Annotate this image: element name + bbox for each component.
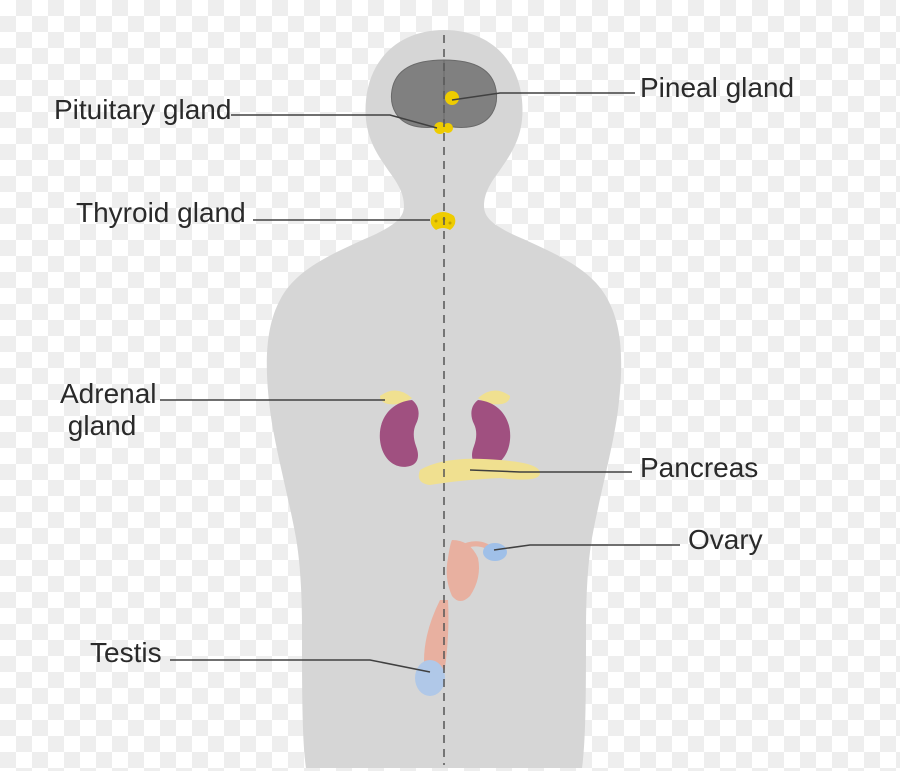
label-testis-gland: Testis: [90, 637, 162, 669]
label-pancreas: Pancreas: [640, 452, 758, 484]
pineal-gland-shape: [445, 91, 459, 105]
thyroid-gland-shape: [431, 212, 456, 230]
label-thyroid: Thyroid gland: [76, 197, 246, 229]
label-pineal: Pineal gland: [640, 72, 794, 104]
label-pituitary: Pituitary gland: [54, 94, 231, 126]
testis-shape: [415, 660, 445, 696]
label-adrenal: Adrenal gland: [60, 378, 157, 442]
ovary-shape: [483, 543, 507, 561]
label-ovary: Ovary: [688, 524, 763, 556]
